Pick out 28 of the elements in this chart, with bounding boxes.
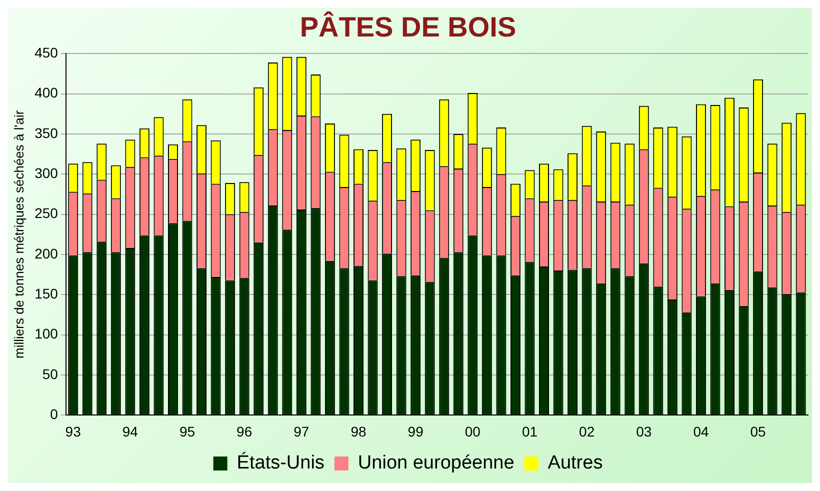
y-tick-label: 150 [34, 286, 58, 302]
x-tick-label: 97 [294, 423, 310, 440]
x-tick-label: 95 [179, 423, 196, 440]
x-tick-label: 04 [693, 423, 709, 440]
x-tick-label: 99 [408, 423, 424, 440]
x-tick-label: 98 [350, 423, 366, 440]
y-tick-label: 400 [34, 84, 58, 101]
y-tick-label: 350 [34, 124, 58, 141]
y-tick-label: 200 [34, 245, 58, 262]
x-tick-label: 03 [636, 423, 652, 440]
y-axis-title: milliers de tonnes métriques séchées à l'air [11, 110, 26, 358]
legend-label: Union européenne [358, 452, 514, 474]
y-tick-label: 50 [42, 366, 58, 382]
chart-title: PÂTES DE BOIS [300, 10, 516, 43]
x-tick-label: 00 [464, 423, 481, 440]
y-tick-label: 0 [50, 406, 58, 422]
x-tick-label: 02 [579, 423, 595, 440]
y-tick-label: 300 [34, 164, 58, 181]
y-tick-label: 250 [34, 205, 58, 222]
x-tick-label: 96 [236, 423, 252, 440]
legend-label: États-Unis [236, 452, 324, 474]
x-tick-label: 01 [522, 423, 538, 440]
y-tick-label: 100 [34, 326, 58, 342]
x-tick-label: 93 [65, 423, 82, 440]
y-tick-label: 450 [34, 44, 58, 60]
legend-label: Autres [548, 452, 603, 474]
x-tick-label: 05 [750, 423, 766, 440]
x-tick-label: 94 [122, 423, 138, 440]
